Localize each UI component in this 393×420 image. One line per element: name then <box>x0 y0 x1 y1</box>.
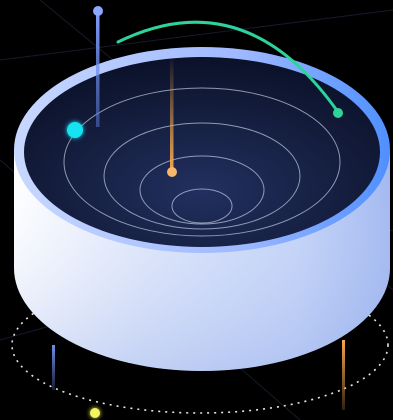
blue-pin-icon <box>93 6 103 16</box>
bowl-interior <box>24 57 380 247</box>
orange-pole <box>170 55 174 173</box>
cyan-dot-icon <box>67 122 83 138</box>
lower-blue-pole <box>52 345 55 390</box>
concentric-rings <box>63 87 341 237</box>
lower-orange-pole <box>342 340 345 410</box>
green-arc <box>116 20 340 114</box>
green-node-icon <box>333 108 343 118</box>
yellow-dot-icon <box>90 408 100 418</box>
upper-blue-pole <box>96 12 100 127</box>
dotted-orbit <box>11 276 389 414</box>
orange-pin-icon <box>167 167 177 177</box>
